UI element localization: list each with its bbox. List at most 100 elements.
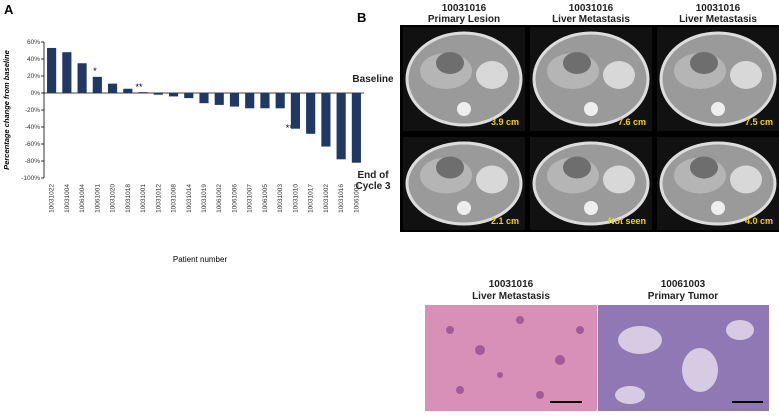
ct-organ (476, 61, 508, 89)
annotation: * (93, 66, 97, 76)
column-header: 10031016 (442, 3, 487, 14)
y-tick-label: -20% (25, 107, 40, 114)
column-header: Liver Metastasis (679, 14, 757, 25)
measurement: 3.9 cm (491, 117, 519, 127)
y-tick-label: -80% (25, 158, 40, 165)
bar (321, 93, 331, 147)
column-header: Primary Lesion (428, 14, 500, 25)
bar (275, 93, 285, 109)
histology-header: Primary Tumor (648, 291, 718, 302)
histology-image (425, 305, 597, 411)
x-tick-label: 10061004 (79, 184, 86, 213)
bar (290, 93, 300, 129)
ct-lesion (690, 156, 718, 179)
x-tick-label: 10031019 (201, 184, 208, 213)
x-tick-label: 10031004 (64, 184, 71, 213)
x-tick-label: 10031022 (49, 184, 56, 213)
column-header: 10031016 (569, 3, 614, 14)
texture (615, 320, 754, 404)
bar (47, 47, 57, 93)
histology-header: Liver Metastasis (472, 291, 550, 302)
measurement: 7.6 cm (618, 117, 646, 127)
ct-spine (457, 201, 471, 215)
measurement: 7.5 cm (745, 117, 773, 127)
bar (184, 93, 194, 99)
annotation: ** (135, 82, 143, 92)
x-tick-label: 10031007 (247, 184, 254, 213)
x-tick-label: 10061001 (94, 184, 101, 213)
ct-lesion (563, 52, 591, 74)
measurement: 2.1 cm (491, 216, 519, 226)
bar (336, 93, 346, 160)
bar (245, 93, 255, 109)
x-tick-label: 10061002 (216, 184, 223, 213)
bar (138, 92, 148, 93)
measurement: 4.0 cm (745, 216, 773, 226)
y-tick-label: -40% (25, 124, 40, 131)
bar (351, 93, 361, 163)
column-header: Liver Metastasis (552, 14, 630, 25)
ct-lesion (690, 52, 718, 74)
bar (153, 93, 163, 95)
bar (77, 63, 87, 93)
ct-organ (730, 165, 762, 194)
y-tick-label: 0% (31, 90, 41, 97)
ct-spine (457, 102, 471, 116)
x-tick-label: 10031003 (277, 184, 284, 213)
ct-spine (584, 102, 598, 116)
column-header: 10031016 (696, 3, 741, 14)
ct-organ (603, 61, 635, 89)
x-axis-label: Patient number (173, 255, 228, 264)
ct-organ (603, 165, 635, 194)
x-tick-label: 10031008 (171, 184, 178, 213)
y-axis-label: Percentage change from baseline (2, 50, 11, 170)
y-tick-label: -60% (25, 141, 40, 148)
row-label: Cycle 3 (355, 181, 390, 192)
ct-spine (711, 102, 725, 116)
x-tick-label: 10031020 (110, 184, 117, 213)
x-tick-label: 10031012 (155, 184, 162, 213)
bar (123, 88, 133, 93)
bar (108, 83, 118, 93)
x-tick-label: 10031017 (308, 184, 315, 213)
y-tick-label: 20% (27, 73, 40, 80)
x-tick-label: 10031002 (323, 184, 330, 213)
ct-lesion (563, 156, 591, 179)
measurement: Not seen (608, 216, 646, 226)
ct-organ (730, 61, 762, 89)
x-tick-label: 10031016 (338, 184, 345, 213)
bar (260, 93, 270, 109)
bar (62, 52, 72, 93)
panel-label: A (4, 2, 14, 17)
ct-lesion (436, 156, 464, 179)
x-tick-label: 10061006 (231, 184, 238, 213)
ct-images (403, 27, 779, 230)
bar (92, 76, 102, 93)
x-tick-label: 10061005 (262, 184, 269, 213)
texture (446, 316, 584, 399)
bar (229, 93, 240, 107)
ct-lesion (436, 52, 464, 74)
bar (199, 93, 209, 104)
y-tick-label: 40% (27, 56, 40, 63)
histology-header: 10031016 (489, 279, 534, 290)
y-tick-label: -100% (21, 175, 40, 182)
panel-label: B (357, 10, 366, 25)
ct-spine (584, 201, 598, 215)
bar (306, 93, 316, 134)
x-tick-label: 10031010 (292, 184, 299, 213)
histology-header: 10061003 (661, 279, 706, 290)
x-tick-label: 10031014 (186, 184, 193, 213)
x-tick-label: 10031018 (125, 184, 132, 213)
ct-spine (711, 201, 725, 215)
bar (168, 93, 179, 97)
y-tick-label: 60% (27, 39, 40, 46)
row-label: End of (357, 170, 389, 181)
row-label: Baseline (352, 74, 394, 85)
ct-organ (476, 165, 508, 194)
x-tick-label: 10061003 (353, 184, 360, 213)
x-tick-label: 10031001 (140, 184, 147, 213)
bar (214, 93, 224, 105)
histology-images (425, 305, 769, 411)
